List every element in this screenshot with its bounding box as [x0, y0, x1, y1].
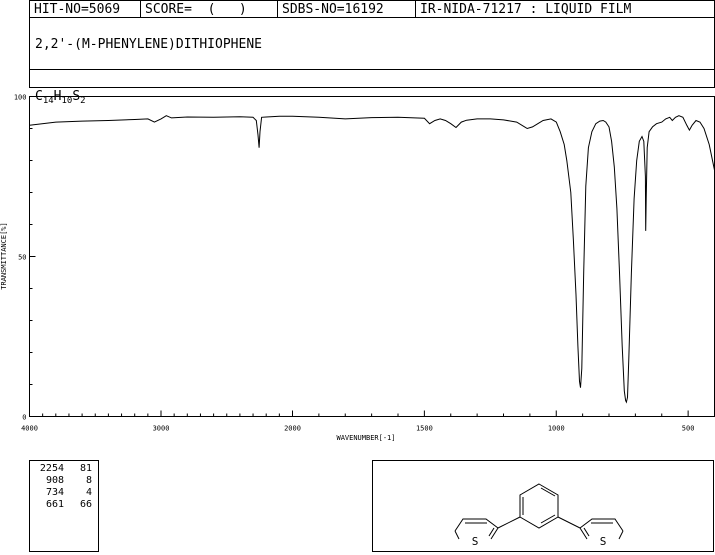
peak-wavenumber: 734	[45, 487, 64, 498]
peak-wavenumber: 2254	[39, 463, 64, 474]
compound-name: 2,2'-(M-PHENYLENE)DITHIOPHENE	[35, 37, 262, 52]
sulfur-atom-label: S	[472, 535, 479, 548]
x-tick-label: 3000	[153, 425, 170, 433]
header-divider	[415, 1, 416, 18]
peak-transmittance: 8	[85, 475, 92, 486]
score-label: SCORE= ( )	[145, 2, 247, 17]
x-axis-label: WAVENUMBER[-1]	[336, 434, 395, 442]
thiophene-ring-right	[557, 516, 624, 540]
formula-divider	[30, 69, 714, 70]
peak-transmittance: 66	[79, 499, 92, 510]
peak-table: 2254 81 908 8 734 4 661 66	[29, 460, 99, 552]
peak-transmittance: 81	[79, 463, 92, 474]
spectrum-series-line	[29, 115, 715, 404]
formula-subscript: 14	[42, 96, 54, 106]
sdbs-no-label: SDBS-NO=16192	[282, 2, 384, 17]
peak-row: 2254 81	[34, 463, 92, 475]
benzene-ring	[519, 483, 559, 529]
thiophene-ring-left	[454, 516, 521, 540]
hit-no-label: HIT-NO=5069	[34, 2, 121, 17]
peak-row: 661 66	[34, 499, 92, 511]
x-tick-label: 500	[682, 425, 695, 433]
peak-transmittance: 4	[85, 487, 92, 498]
y-axis-ticks: 0 50 100	[14, 94, 36, 422]
peak-row: 734 4	[34, 487, 92, 499]
y-tick-label: 0	[22, 414, 26, 422]
measurement-method-label: IR-NIDA-71217 : LIQUID FILM	[420, 2, 632, 17]
header-divider	[277, 1, 278, 18]
x-tick-label: 1500	[416, 425, 433, 433]
formula-subscript: 2	[80, 96, 86, 106]
x-axis-ticks: 4000 3000 2000 1500 1000 500	[21, 410, 695, 433]
structure-box: S S	[372, 460, 714, 552]
peak-row: 908 8	[34, 475, 92, 487]
molecule-structure: S S	[454, 483, 624, 548]
sulfur-atom-label: S	[600, 535, 607, 548]
header-divider	[140, 1, 141, 18]
x-tick-label: 2000	[284, 425, 301, 433]
ir-spectrum-chart: 4000 3000 2000 1500 1000 500 0 50 100 WAVENUMBE…	[0, 94, 715, 442]
formula-subscript: 10	[61, 96, 73, 106]
peak-wavenumber: 908	[45, 475, 64, 486]
x-tick-label: 4000	[21, 425, 38, 433]
y-tick-label: 50	[18, 254, 26, 262]
y-tick-label: 100	[14, 94, 27, 102]
peak-wavenumber: 661	[45, 499, 64, 510]
y-axis-label: TRANSMITTANCE[%]	[0, 222, 8, 289]
x-tick-label: 1000	[548, 425, 565, 433]
